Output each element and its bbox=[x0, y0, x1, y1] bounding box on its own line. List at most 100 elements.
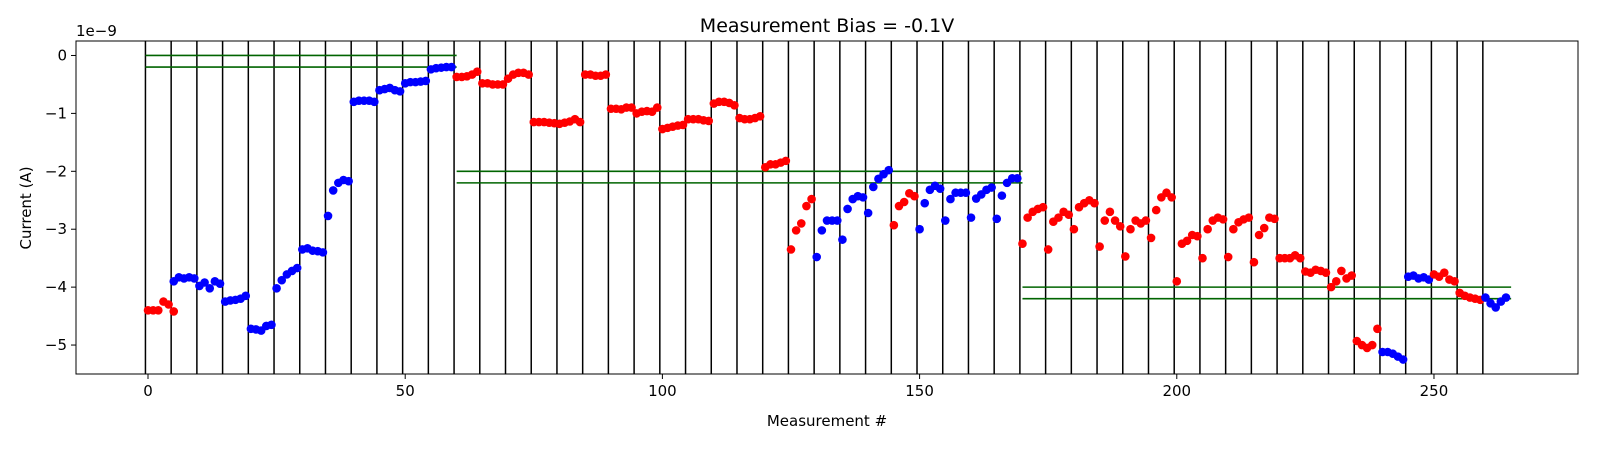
data-point bbox=[812, 252, 822, 262]
data-point bbox=[277, 275, 287, 285]
data-point bbox=[652, 103, 662, 112]
data-point bbox=[997, 191, 1007, 200]
data-point bbox=[1064, 210, 1074, 220]
data-point bbox=[915, 224, 924, 234]
data-point bbox=[1347, 271, 1356, 280]
data-point bbox=[1270, 214, 1279, 224]
data-point bbox=[318, 248, 328, 257]
data-point bbox=[1023, 213, 1032, 222]
data-point bbox=[1439, 268, 1449, 277]
data-point bbox=[1182, 236, 1192, 246]
data-point bbox=[889, 220, 899, 230]
x-tick-label: 100 bbox=[648, 382, 677, 400]
data-point bbox=[817, 226, 827, 235]
data-point bbox=[1398, 355, 1408, 364]
data-point bbox=[935, 184, 945, 193]
data-point bbox=[272, 283, 281, 293]
data-point bbox=[1146, 233, 1156, 243]
data-point bbox=[1167, 193, 1176, 202]
data-point bbox=[807, 194, 816, 204]
data-point bbox=[1295, 253, 1305, 263]
data-point bbox=[575, 117, 585, 127]
data-point bbox=[1198, 253, 1207, 263]
x-tick-label: 250 bbox=[1420, 382, 1449, 400]
data-point bbox=[843, 204, 852, 214]
data-point bbox=[966, 213, 976, 222]
data-point bbox=[395, 87, 405, 96]
data-point bbox=[292, 263, 302, 273]
x-axis-ticks: 0 50 100 150 200 250 bbox=[143, 374, 1448, 400]
x-tick-label: 0 bbox=[143, 382, 153, 400]
data-point bbox=[1018, 239, 1027, 248]
data-point bbox=[472, 67, 482, 76]
data-point bbox=[1121, 252, 1130, 261]
y-axis-label: Current (A) bbox=[17, 166, 35, 249]
data-point bbox=[1038, 202, 1048, 212]
data-point bbox=[215, 279, 225, 288]
data-point bbox=[678, 120, 688, 130]
data-point bbox=[781, 156, 791, 166]
data-point bbox=[200, 278, 209, 287]
data-point bbox=[863, 208, 873, 218]
data-point bbox=[370, 97, 379, 107]
data-point bbox=[755, 111, 765, 121]
data-point bbox=[1373, 324, 1382, 334]
data-point bbox=[1069, 224, 1079, 234]
data-point bbox=[1229, 224, 1238, 234]
data-point bbox=[241, 291, 251, 301]
data-point bbox=[421, 76, 431, 86]
data-point bbox=[328, 186, 338, 195]
y-tick-label: −4 bbox=[45, 278, 67, 296]
data-point bbox=[627, 103, 636, 112]
x-axis-label: Measurement # bbox=[767, 412, 887, 430]
data-point bbox=[1043, 245, 1053, 254]
y-tick-label: −5 bbox=[45, 336, 67, 354]
chart-title: Measurement Bias = -0.1V bbox=[700, 15, 954, 37]
data-point bbox=[1141, 216, 1151, 225]
data-point bbox=[1100, 216, 1110, 225]
data-point bbox=[1326, 282, 1336, 292]
data-point bbox=[786, 245, 796, 254]
y-axis-ticks: 0 −1 −2 −3 −4 −5 bbox=[45, 46, 76, 354]
data-point bbox=[1054, 213, 1063, 222]
y-tick-label: −3 bbox=[45, 220, 67, 238]
data-point bbox=[802, 201, 811, 211]
data-point bbox=[169, 307, 179, 316]
data-point bbox=[154, 305, 163, 315]
data-point bbox=[524, 70, 533, 79]
x-tick-label: 150 bbox=[905, 382, 934, 400]
data-point bbox=[941, 216, 950, 225]
data-point bbox=[832, 216, 842, 225]
data-point bbox=[164, 300, 173, 309]
data-point bbox=[1090, 198, 1099, 208]
data-point bbox=[987, 183, 996, 192]
y-tick-label: −1 bbox=[45, 104, 67, 122]
data-point bbox=[447, 62, 456, 72]
data-point bbox=[1331, 277, 1341, 286]
y-tick-label: −2 bbox=[45, 162, 67, 180]
data-point bbox=[1450, 277, 1459, 286]
data-point bbox=[1105, 207, 1115, 217]
data-point bbox=[1151, 205, 1161, 215]
data-point bbox=[899, 197, 909, 207]
data-point bbox=[1218, 215, 1228, 224]
data-point bbox=[1367, 340, 1377, 350]
x-tick-label: 50 bbox=[396, 382, 415, 400]
data-point bbox=[267, 320, 276, 330]
data-point bbox=[796, 219, 806, 228]
data-point bbox=[1013, 173, 1022, 183]
data-point bbox=[1249, 257, 1259, 267]
data-point bbox=[946, 194, 955, 204]
data-point bbox=[601, 70, 611, 79]
data-point bbox=[1491, 303, 1500, 312]
data-point bbox=[961, 188, 971, 198]
data-point bbox=[1254, 230, 1264, 240]
data-point bbox=[1203, 224, 1212, 234]
y-scale-label: 1e−9 bbox=[76, 22, 117, 40]
data-point bbox=[1259, 223, 1269, 233]
data-point bbox=[1501, 293, 1511, 302]
data-point bbox=[1244, 213, 1254, 222]
data-point bbox=[1223, 252, 1233, 262]
data-point bbox=[1115, 222, 1125, 231]
data-point bbox=[1321, 268, 1331, 277]
